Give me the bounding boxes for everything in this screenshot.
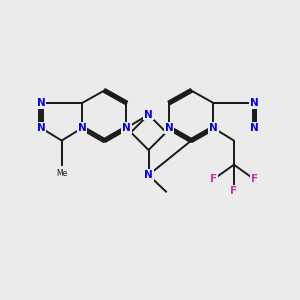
Text: N: N <box>37 98 45 108</box>
Text: N: N <box>144 170 153 180</box>
Text: Me: Me <box>56 169 67 178</box>
Text: F: F <box>251 174 258 184</box>
Text: N: N <box>250 123 259 133</box>
Text: N: N <box>144 110 153 120</box>
Text: N: N <box>209 123 218 133</box>
Text: N: N <box>37 123 45 133</box>
Text: F: F <box>210 174 217 184</box>
Text: N: N <box>250 98 259 108</box>
Text: F: F <box>230 186 238 196</box>
Text: N: N <box>144 170 153 180</box>
Text: N: N <box>165 123 173 133</box>
Text: N: N <box>122 123 131 133</box>
Text: N: N <box>78 123 87 133</box>
